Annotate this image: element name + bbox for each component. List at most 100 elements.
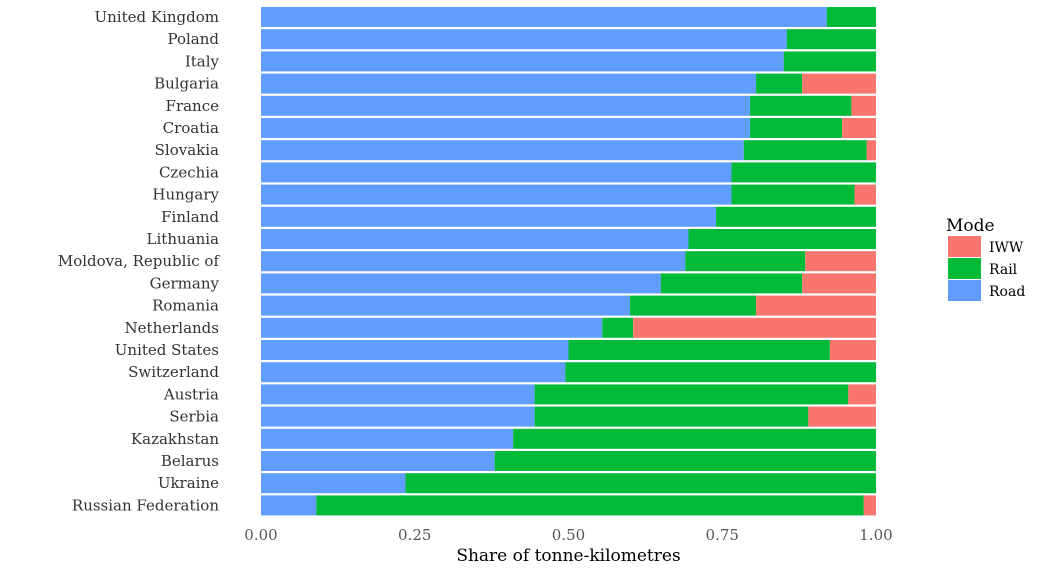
category-label: Bulgaria [154, 75, 219, 93]
bar-iww-6 [866, 140, 876, 161]
bar-iww-4 [851, 95, 876, 116]
category-label: Lithuania [147, 230, 220, 248]
legend-label-rail: Rail [989, 262, 1018, 278]
bar-iww-8 [854, 184, 876, 205]
category-label: France [166, 97, 220, 115]
category-label: Austria [163, 385, 219, 403]
category-label: Serbia [169, 408, 219, 426]
category-label: Italy [185, 52, 220, 70]
bar-rail-1 [786, 29, 876, 50]
bar-road-19 [261, 428, 514, 449]
bar-iww-12 [802, 273, 876, 294]
bar-rail-22 [316, 495, 864, 516]
bar-rail-17 [534, 384, 849, 405]
bar-road-3 [261, 73, 757, 94]
bar-rail-7 [731, 162, 876, 183]
bar-road-6 [261, 140, 744, 161]
legend-title: Mode [946, 216, 995, 236]
category-label: Czechia [159, 163, 219, 181]
bar-road-10 [261, 229, 689, 249]
bar-rail-19 [513, 428, 876, 449]
bar-rail-0 [826, 7, 876, 27]
bar-road-5 [261, 118, 750, 138]
x-tick-labels: 0.00 0.25 0.50 0.75 1.00 [244, 526, 892, 544]
bar-iww-13 [756, 295, 876, 316]
bar-rail-13 [630, 295, 757, 316]
category-label: Moldova, Republic of [58, 252, 221, 270]
x-axis-title: Share of tonne-kilometres [456, 546, 680, 566]
x-tick-label: 0.25 [398, 526, 431, 544]
x-tick-label: 0.50 [552, 526, 585, 544]
bar-rail-12 [660, 273, 803, 294]
bar-iww-22 [863, 495, 876, 516]
bar-rail-15 [568, 340, 830, 360]
bar-road-1 [261, 29, 787, 50]
bar-rail-4 [749, 95, 852, 116]
legend-swatch-iww [948, 236, 981, 257]
bar-road-8 [261, 184, 732, 205]
category-label: United States [115, 341, 219, 359]
bar-road-4 [261, 95, 750, 116]
bar-iww-17 [848, 384, 876, 405]
bar-road-16 [261, 362, 566, 383]
bar-road-2 [261, 51, 784, 72]
bar-iww-11 [805, 251, 876, 272]
bar-road-12 [261, 273, 661, 294]
category-label: Finland [161, 208, 219, 226]
category-label: Netherlands [125, 319, 219, 337]
bar-rail-9 [716, 206, 876, 227]
bar-iww-3 [802, 73, 876, 94]
legend: Mode IWW Rail Road [946, 216, 1025, 301]
legend-label-iww: IWW [989, 240, 1024, 256]
category-label: Switzerland [128, 363, 219, 381]
bar-road-15 [261, 340, 569, 360]
category-label: Hungary [152, 186, 219, 204]
category-label: Slovakia [155, 141, 219, 159]
category-label: Romania [152, 297, 219, 315]
bar-rail-20 [494, 451, 876, 471]
bar-rail-16 [565, 362, 876, 383]
bar-road-21 [261, 473, 406, 494]
bar-rail-10 [688, 229, 876, 249]
x-tick-label: 1.00 [859, 526, 892, 544]
category-label: Ukraine [158, 474, 219, 492]
bar-iww-15 [829, 340, 876, 360]
bar-iww-14 [633, 317, 876, 338]
bar-road-13 [261, 295, 630, 316]
bar-rail-21 [405, 473, 876, 494]
bar-road-22 [261, 495, 317, 516]
bar-road-18 [261, 406, 535, 427]
bar-iww-18 [808, 406, 876, 427]
legend-swatch-rail [948, 258, 981, 279]
category-label: Belarus [161, 452, 219, 470]
category-labels: United Kingdom Poland Italy Bulgaria France C… [58, 8, 221, 514]
legend-swatch-road [948, 280, 981, 301]
bar-rail-6 [743, 140, 867, 161]
bar-road-7 [261, 162, 732, 183]
category-label: United Kingdom [95, 8, 220, 26]
bar-rail-5 [749, 118, 843, 138]
bar-road-14 [261, 317, 603, 338]
category-label: Croatia [163, 119, 219, 137]
bar-rail-8 [731, 184, 855, 205]
bar-road-9 [261, 206, 717, 227]
category-label: Poland [167, 30, 219, 48]
bar-rail-11 [685, 251, 806, 272]
category-label: Germany [150, 274, 220, 292]
bar-rail-14 [602, 317, 634, 338]
x-tick-label: 0.00 [244, 526, 277, 544]
bar-rail-3 [756, 73, 803, 94]
bar-road-0 [261, 7, 827, 27]
bars-layer [261, 7, 876, 516]
bar-rail-18 [534, 406, 809, 427]
category-label: Russian Federation [72, 496, 219, 514]
bar-road-20 [261, 451, 495, 471]
x-tick-label: 0.75 [706, 526, 739, 544]
bar-iww-5 [842, 118, 876, 138]
bar-road-11 [261, 251, 686, 272]
bar-road-17 [261, 384, 535, 405]
category-label: Kazakhstan [131, 430, 219, 448]
bar-rail-2 [783, 51, 876, 72]
